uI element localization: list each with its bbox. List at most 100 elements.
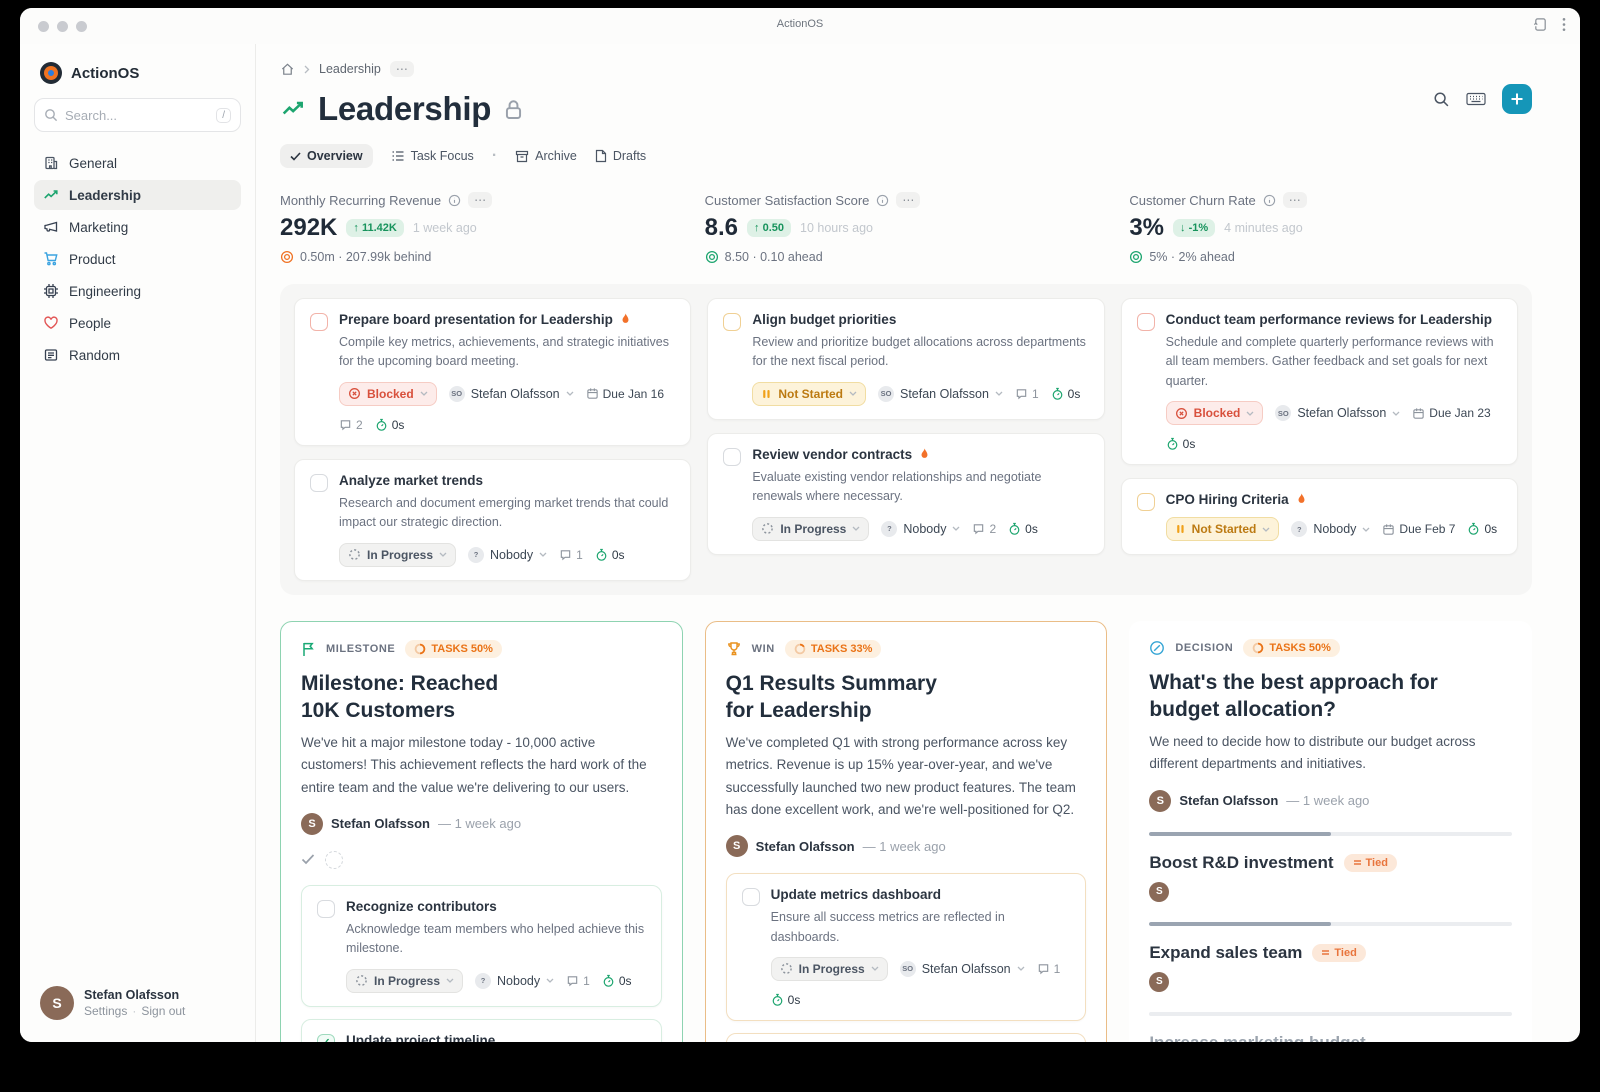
author-time: — 1 week ago: [1286, 793, 1370, 809]
tab-drafts[interactable]: Drafts: [595, 149, 646, 163]
more-icon[interactable]: [389, 61, 414, 77]
assignee-select[interactable]: ? Nobody: [475, 972, 554, 989]
avatar: S: [40, 986, 74, 1020]
task-checkbox[interactable]: [723, 447, 742, 466]
status-pill[interactable]: Blocked: [339, 381, 437, 406]
task-checkbox[interactable]: [317, 899, 335, 918]
trending-up-icon: [44, 190, 58, 199]
comment-count: 1: [1037, 962, 1060, 976]
user-menu[interactable]: S Stefan Olafsson Settings Sign out: [34, 980, 241, 1026]
task-card[interactable]: CPO Hiring Criteria Not Started ? Nobody: [1120, 478, 1518, 556]
status-pill[interactable]: In Progress: [770, 956, 888, 981]
task-card[interactable]: Analyze market trends Research and docum…: [294, 458, 692, 581]
assignee-select[interactable]: SO Stefan Olafsson: [448, 385, 574, 402]
signout-link[interactable]: Sign out: [141, 1004, 186, 1018]
tasks-progress-badge: TASKS 50%: [405, 639, 502, 658]
task-checkbox[interactable]: [1136, 493, 1155, 512]
assignee-select[interactable]: ? Nobody: [468, 546, 547, 563]
equals-icon: [1353, 860, 1361, 865]
assignee-select[interactable]: SO Stefan Olafsson: [878, 385, 1003, 402]
pause-icon: [763, 389, 770, 398]
status-label: In Progress: [798, 961, 865, 976]
metric-updated-time: 1 week ago: [412, 221, 477, 235]
sidebar-item-marketing[interactable]: Marketing: [34, 212, 241, 242]
sidebar-item-product[interactable]: Product: [34, 244, 241, 274]
info-icon[interactable]: [1263, 194, 1276, 207]
stopwatch-icon: [1052, 387, 1063, 400]
more-icon[interactable]: [896, 192, 921, 208]
zoom-window-button[interactable]: [76, 21, 87, 32]
close-window-button[interactable]: [38, 21, 49, 32]
task-title: Review vendor contracts: [752, 446, 913, 462]
flame-icon: [921, 448, 928, 458]
metric-label: Monthly Recurring Revenue: [280, 192, 442, 208]
settings-link[interactable]: Settings: [84, 1004, 128, 1018]
chevron-down-icon: [539, 552, 547, 557]
decision-option[interactable]: Expand sales team Tied S: [1149, 921, 1512, 992]
task-list-icon: [392, 151, 404, 161]
task-checkbox[interactable]: [1136, 313, 1155, 331]
task-card[interactable]: Conduct team performance reviews for Lea…: [1120, 298, 1518, 466]
flag-icon: [303, 642, 314, 656]
sidebar-item-engineering[interactable]: Engineering: [34, 276, 241, 306]
tab-task-focus[interactable]: Task Focus: [391, 149, 474, 163]
timer: 0s: [375, 418, 404, 432]
status-pill[interactable]: In Progress: [339, 542, 457, 567]
keyboard-icon[interactable]: [1466, 91, 1486, 107]
tab-archive[interactable]: Archive: [515, 149, 577, 163]
flame-icon: [622, 313, 629, 323]
info-icon[interactable]: [876, 194, 889, 207]
task-checkbox[interactable]: [310, 473, 328, 492]
status-pill[interactable]: Blocked: [1165, 401, 1264, 426]
task-checkbox[interactable]: [741, 888, 760, 907]
assignee-select[interactable]: ? Nobody: [1291, 521, 1370, 538]
card-title: Milestone: Reached 10K Customers: [301, 671, 499, 722]
task-card[interactable]: Review vendor contracts Evaluate existin…: [707, 432, 1105, 555]
avatar: S: [725, 835, 748, 858]
more-icon[interactable]: [1282, 192, 1307, 208]
task-title: Analyze market trends: [339, 472, 484, 488]
decision-option[interactable]: Boost R&D investment Tied S: [1149, 831, 1512, 902]
author-time: — 1 week ago: [862, 838, 946, 854]
breadcrumb-item[interactable]: Leadership: [319, 62, 381, 76]
task-card[interactable]: Update project timeline Reflect mileston…: [301, 1018, 662, 1042]
search-input[interactable]: [65, 107, 210, 123]
status-pill[interactable]: Not Started: [752, 381, 866, 406]
spinner-icon: [762, 523, 774, 534]
status-pill[interactable]: Not Started: [1165, 517, 1280, 542]
task-card[interactable]: Share success story in newsletter Write …: [725, 1032, 1087, 1042]
timer: 0s: [1467, 522, 1497, 536]
search-icon[interactable]: [1433, 91, 1450, 108]
task-card[interactable]: Update metrics dashboard Ensure all succ…: [725, 873, 1087, 1021]
sidebar-item-people[interactable]: People: [34, 308, 241, 338]
decision-option[interactable]: Increase marketing budget: [1149, 1011, 1512, 1042]
sidebar-item-leadership[interactable]: Leadership: [34, 180, 241, 210]
status-pill[interactable]: In Progress: [346, 968, 464, 993]
more-vertical-icon[interactable]: [1562, 17, 1566, 32]
sidebar-item-random[interactable]: Random: [34, 340, 241, 370]
task-checkbox[interactable]: [310, 313, 328, 331]
assignee-select[interactable]: SO Stefan Olafsson: [899, 960, 1025, 977]
search-box[interactable]: /: [34, 98, 241, 132]
sidebar-item-general[interactable]: General: [34, 148, 241, 178]
subtask-done-icon: [301, 854, 315, 865]
status-pill[interactable]: In Progress: [752, 516, 870, 541]
task-card[interactable]: Recognize contributors Acknowledge team …: [301, 884, 662, 1007]
info-icon[interactable]: [448, 194, 461, 207]
assignee-avatar: ?: [475, 972, 492, 989]
add-button[interactable]: [1502, 84, 1532, 114]
task-card[interactable]: Align budget priorities Review and prior…: [707, 298, 1105, 420]
minimize-window-button[interactable]: [57, 21, 68, 32]
tab-overview[interactable]: Overview: [280, 144, 373, 168]
assignee-select[interactable]: SO Stefan Olafsson: [1275, 405, 1400, 422]
more-icon[interactable]: [468, 192, 493, 208]
home-icon[interactable]: [280, 62, 295, 77]
task-checkbox[interactable]: [723, 313, 742, 331]
window-controls[interactable]: [38, 21, 87, 32]
chevron-down-icon: [952, 526, 960, 531]
refresh-icon[interactable]: [1533, 17, 1548, 32]
task-card[interactable]: Prepare board presentation for Leadershi…: [294, 298, 692, 446]
chevron-down-icon: [439, 552, 447, 557]
task-checkbox[interactable]: [317, 1033, 335, 1042]
assignee-select[interactable]: ? Nobody: [881, 520, 960, 537]
